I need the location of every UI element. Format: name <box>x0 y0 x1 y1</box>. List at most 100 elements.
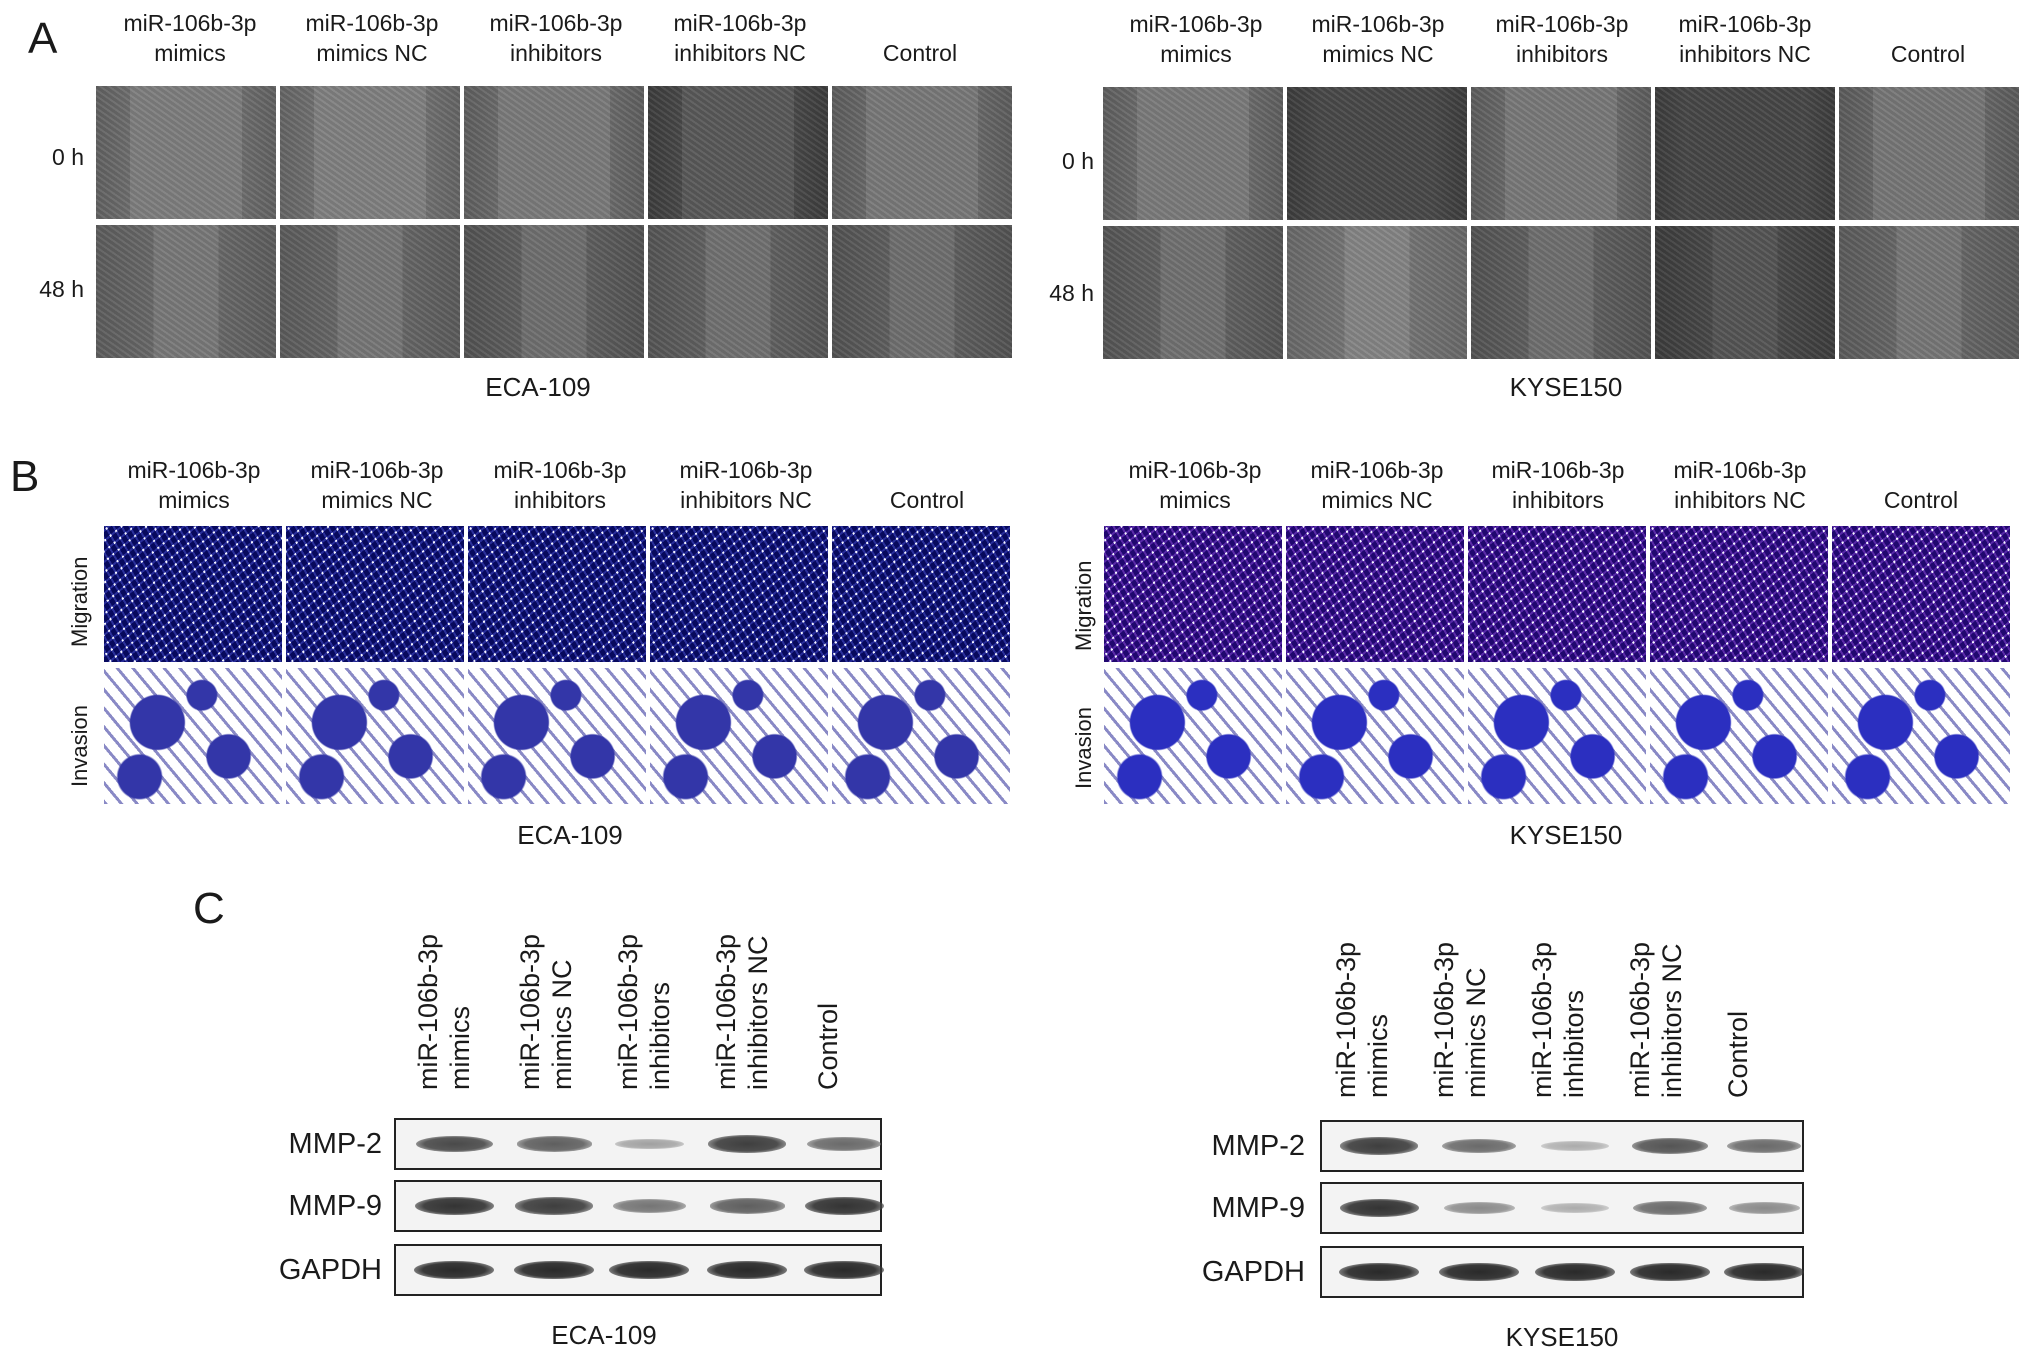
panel-a-left-tile-r1-c4 <box>832 225 1012 358</box>
panel-a-left-cell-line: ECA-109 <box>485 372 591 402</box>
panel-c-left-lane-1: miR-106b-3p mimics NC <box>515 933 577 1090</box>
panel-c-left-lane-4: Control <box>813 1002 843 1090</box>
panel-c-right-band-mmp-2-2 <box>1541 1140 1609 1152</box>
panel-c-right-band-gapdh-0 <box>1339 1262 1419 1282</box>
panel-c-left-band-gapdh-0 <box>414 1260 494 1280</box>
panel-c-left-lane-3: miR-106b-3p inhibitors NC <box>711 933 773 1090</box>
panel-a-right-col-3: miR-106b-3p inhibitors NC <box>1678 11 1812 67</box>
panel-c-left-cell-line: ECA-109 <box>551 1320 657 1350</box>
panel-a-left-tile-r1-c3 <box>648 225 828 358</box>
panel-b-left-tile-r0-c1 <box>286 526 464 662</box>
panel-c-left-band-mmp-2-0 <box>415 1135 493 1153</box>
panel-c-left-band-mmp-9-4 <box>804 1197 884 1215</box>
panel-c-left-band-gapdh-3 <box>707 1260 787 1280</box>
panel-b-right-tile-r0-c2 <box>1468 526 1646 662</box>
panel-c-right-band-mmp-9-4 <box>1728 1201 1800 1215</box>
panel-b-right-col-3: miR-106b-3p inhibitors NC <box>1673 457 1807 513</box>
panel-c-left-band-mmp-9-2 <box>612 1199 686 1213</box>
panel-b-left-col-3: miR-106b-3p inhibitors NC <box>679 457 813 513</box>
panel-a-right-tile-r0-c2 <box>1471 87 1651 220</box>
panel-b-letter: B <box>10 452 40 501</box>
panel-c-right-band-mmp-9-0 <box>1339 1199 1419 1217</box>
panel-b-right-cell-line: KYSE150 <box>1509 820 1623 850</box>
panel-b-left-tile-r0-c2 <box>468 526 646 662</box>
panel-a-right-row-0h: 0 h <box>1062 148 1094 174</box>
panel-b-left-col-4: Control <box>889 487 965 513</box>
panel-b-right-col-2: miR-106b-3p inhibitors <box>1491 457 1625 513</box>
panel-b-left-tile-r1-c1 <box>286 668 464 804</box>
panel-b-right-row-invasion: Invasion <box>1071 707 1096 789</box>
panel-b-right-col-4: Control <box>1883 487 1959 513</box>
panel-a-left-tile-r0-c1 <box>280 86 460 219</box>
panel-c-left-band-mmp-2-1 <box>516 1136 592 1152</box>
panel-c-right-lane-1: miR-106b-3p mimics NC <box>1429 941 1491 1098</box>
panel-a-right-tile-r0-c3 <box>1655 87 1835 220</box>
panel-a-left-tile-r1-c1 <box>280 225 460 358</box>
panel-c-left-band-mmp-9-1 <box>515 1197 593 1215</box>
panel-a-right-cell-line: KYSE150 <box>1509 372 1623 402</box>
panel-b-left-tile-r1-c3 <box>650 668 828 804</box>
panel-c-left-band-gapdh-4 <box>804 1260 884 1280</box>
panel-b-right-tile-r0-c3 <box>1650 526 1828 662</box>
panel-c-left-lane-2: miR-106b-3p inhibitors <box>613 933 675 1090</box>
panel-c-right-label-gapdh: GAPDH <box>1201 1256 1305 1288</box>
panel-b-left-tile-r1-c0 <box>104 668 282 804</box>
panel-c-right-label-mmp-2: MMP-2 <box>1211 1130 1305 1162</box>
panel-b-left-row-invasion: Invasion <box>67 705 92 787</box>
panel-a-left-row-0h: 0 h <box>52 144 84 170</box>
panel-c-right-band-mmp-2-3 <box>1632 1138 1708 1154</box>
panel-b-right-col-1: miR-106b-3p mimics NC <box>1310 457 1444 513</box>
panel-b-left-tile-r0-c4 <box>832 526 1010 662</box>
panel-b-left-cell-line: ECA-109 <box>517 820 623 850</box>
panel-a-left-col-3: miR-106b-3p inhibitors NC <box>673 10 807 66</box>
panel-b-left-col-1: miR-106b-3p mimics NC <box>310 457 444 513</box>
panel-b-right-tile-r1-c1 <box>1286 668 1464 804</box>
panel-c-left-band-mmp-9-0 <box>414 1197 494 1215</box>
panel-b-right-tile-r1-c4 <box>1832 668 2010 804</box>
panel-c-left-band-mmp-9-3 <box>709 1198 785 1214</box>
panel-a-right-tile-r0-c0 <box>1103 87 1283 220</box>
panel-b-left-col-0: miR-106b-3p mimics <box>127 457 261 513</box>
panel-a-right-tile-r1-c1 <box>1287 226 1467 359</box>
panel-c-right-band-gapdh-4 <box>1724 1262 1804 1282</box>
panel-c-right-band-mmp-2-1 <box>1442 1138 1516 1154</box>
panel-a-letter: A <box>28 14 58 63</box>
panel-b-left-tile-r1-c4 <box>832 668 1010 804</box>
panel-c-right-label-mmp-9: MMP-9 <box>1211 1192 1305 1224</box>
panel-a-left-col-0: miR-106b-3p mimics <box>123 10 257 66</box>
panel-c-left-band-gapdh-2 <box>609 1260 689 1280</box>
panel-c-right-strip-gapdh <box>1320 1246 1804 1298</box>
panel-c-letter: C <box>193 884 225 933</box>
panel-c-left-band-gapdh-1 <box>514 1260 594 1280</box>
panel-a-left-tile-r0-c3 <box>648 86 828 219</box>
panel-c-right-lane-2: miR-106b-3p inhibitors <box>1527 941 1589 1098</box>
panel-c-right-band-gapdh-2 <box>1535 1262 1615 1282</box>
panel-a-left-tile-r1-c0 <box>96 225 276 358</box>
panel-b-right-tile-r1-c3 <box>1650 668 1828 804</box>
panel-c-left-lane-0: miR-106b-3p mimics <box>413 933 475 1090</box>
panel-a-right-tile-r0-c1 <box>1287 87 1467 220</box>
panel-c-right-lane-3: miR-106b-3p inhibitors NC <box>1625 941 1687 1098</box>
panel-a-left-col-2: miR-106b-3p inhibitors <box>489 10 623 66</box>
panel-c-right-band-mmp-9-1 <box>1443 1201 1515 1215</box>
panel-b-left-col-2: miR-106b-3p inhibitors <box>493 457 627 513</box>
panel-a-left-tile-r1-c2 <box>464 225 644 358</box>
panel-c-right-lane-4: Control <box>1723 1010 1753 1098</box>
panel-c-right-cell-line: KYSE150 <box>1505 1322 1619 1352</box>
panel-a-left-tile-r0-c2 <box>464 86 644 219</box>
panel-b-left-tile-r0-c3 <box>650 526 828 662</box>
panel-c-left-strip-mmp-2 <box>394 1118 882 1170</box>
panel-c-right-strip-mmp-2 <box>1320 1120 1804 1172</box>
panel-c-left-band-mmp-2-4 <box>807 1136 881 1152</box>
panel-b-right-tile-r0-c4 <box>1832 526 2010 662</box>
panel-c-right-strip-mmp-9 <box>1320 1182 1804 1234</box>
panel-a-right-tile-r0-c4 <box>1839 87 2019 220</box>
panel-c-left-label-mmp-9: MMP-9 <box>288 1190 382 1222</box>
panel-a-right-row-48h: 48 h <box>1049 280 1094 306</box>
panel-a-right-col-2: miR-106b-3p inhibitors <box>1495 11 1629 67</box>
panel-c-right-band-mmp-2-4 <box>1727 1138 1801 1154</box>
panel-a-right-tile-r1-c3 <box>1655 226 1835 359</box>
panel-c-right-band-mmp-9-3 <box>1633 1200 1707 1216</box>
panel-c-right-band-mmp-9-2 <box>1541 1202 1609 1214</box>
panel-a-right-col-1: miR-106b-3p mimics NC <box>1311 11 1445 67</box>
